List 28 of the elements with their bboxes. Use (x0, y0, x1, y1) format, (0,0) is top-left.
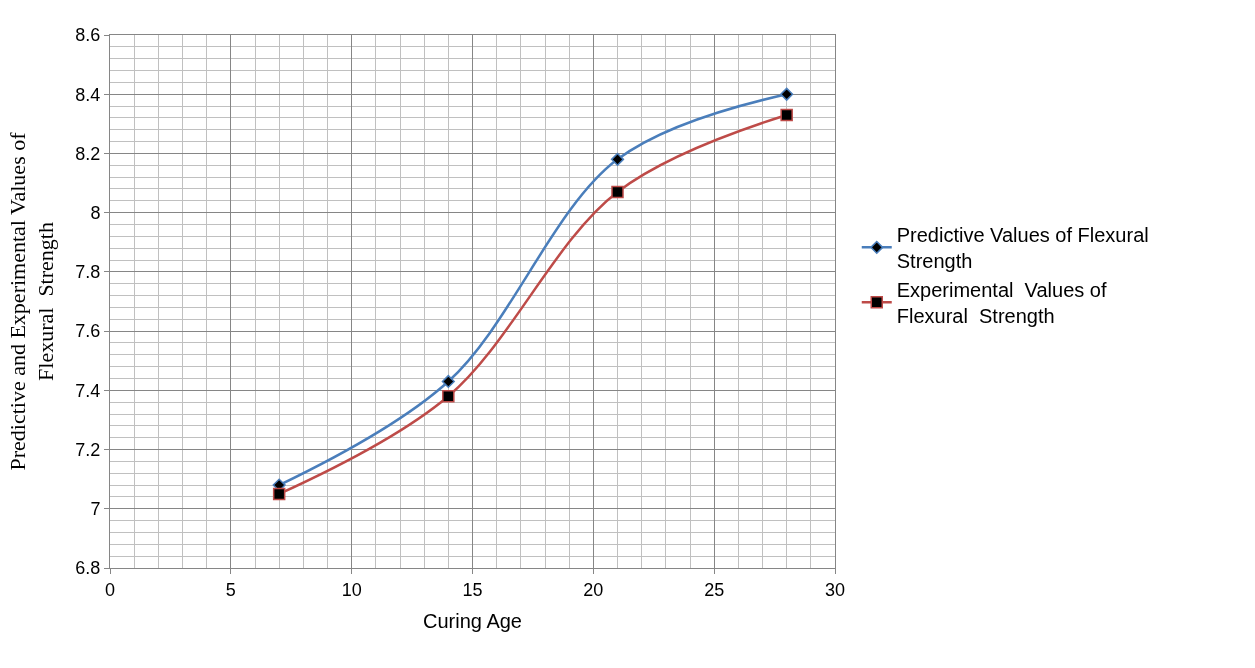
x-tick-label: 15 (462, 579, 483, 600)
x-tick-label: 20 (583, 579, 604, 600)
legend-label: Experimental Values of Flexural Strength (896, 279, 1107, 328)
y-tick-label: 7 (90, 499, 101, 520)
y-tick-label: 8.4 (75, 84, 101, 105)
y-tick-label: 7.4 (75, 380, 101, 401)
point (780, 87, 794, 101)
x-tick-label: 5 (225, 579, 236, 600)
point (611, 185, 624, 199)
y-tick-label: 8.6 (75, 25, 101, 46)
y-axis-title: Predictive and Experimental Values of Flexural Strength (4, 131, 59, 471)
legend-label: Predictive Values of Flexural Strength (896, 224, 1149, 273)
point (441, 374, 455, 389)
point (272, 487, 286, 501)
y-tick-label: 7.8 (75, 262, 101, 283)
y-tick-label: 7.2 (75, 439, 101, 460)
point (610, 152, 625, 166)
x-tick-label: 30 (824, 579, 846, 600)
y-tick-label: 8.2 (75, 143, 101, 164)
x-tick-label: 10 (341, 579, 362, 600)
point (780, 108, 793, 122)
x-tick-label: 25 (704, 579, 725, 600)
y-tick-label: 8 (90, 202, 101, 223)
x-axis-title: Curing Age (423, 610, 522, 633)
x-tick-label: 0 (104, 579, 116, 600)
point (442, 390, 455, 403)
y-tick-label: 6.8 (75, 558, 101, 579)
y-tick-label: 7.6 (75, 321, 101, 342)
